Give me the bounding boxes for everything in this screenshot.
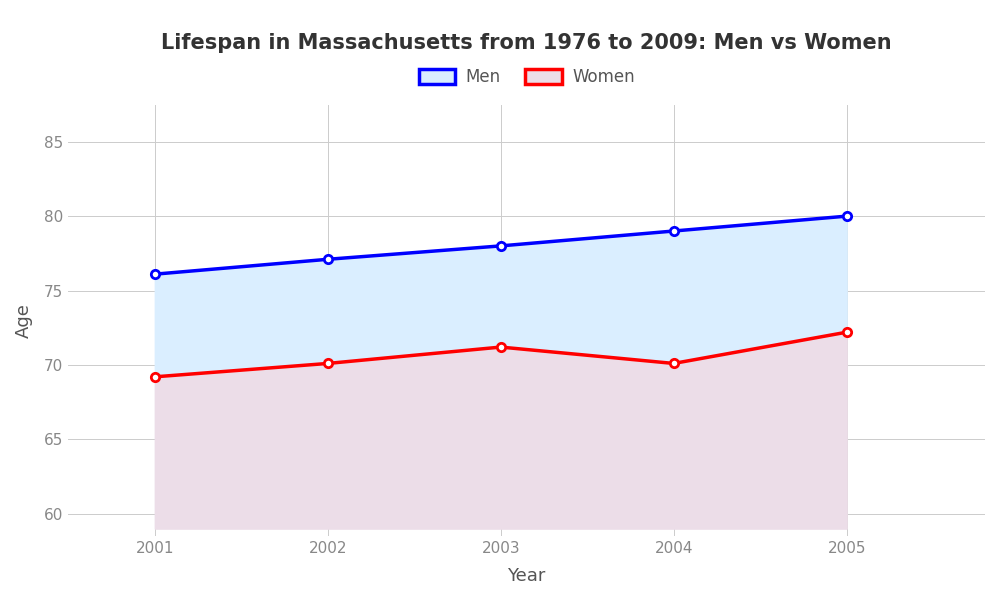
Y-axis label: Age: Age [15, 303, 33, 338]
Title: Lifespan in Massachusetts from 1976 to 2009: Men vs Women: Lifespan in Massachusetts from 1976 to 2… [161, 33, 892, 53]
X-axis label: Year: Year [507, 567, 546, 585]
Legend: Men, Women: Men, Women [412, 61, 641, 92]
